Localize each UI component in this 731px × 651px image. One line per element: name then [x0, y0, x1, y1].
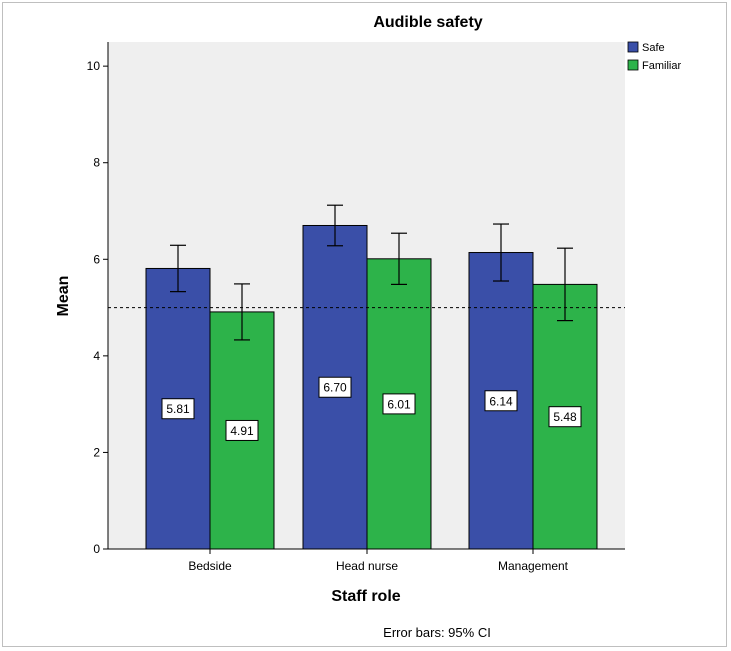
- data-label-box: [318, 376, 352, 398]
- data-label-box: [225, 419, 259, 441]
- data-label-box: [548, 406, 582, 428]
- chart-title: Audible safety: [373, 14, 482, 31]
- data-label: 6.70: [323, 381, 347, 395]
- data-label: 5.48: [553, 410, 577, 424]
- x-axis-label: Staff role: [331, 588, 400, 605]
- data-label-box: [382, 393, 416, 415]
- y-tick-label: 4: [93, 349, 100, 363]
- y-axis-label: Mean: [55, 276, 72, 317]
- legend: Safe Familiar: [627, 41, 681, 72]
- x-tick-label: Head nurse: [336, 559, 398, 573]
- y-tick-label: 6: [93, 252, 100, 266]
- legend-swatch-familiar: [627, 59, 639, 71]
- data-label: 5.81: [166, 402, 190, 416]
- x-tick-label: Management: [498, 559, 569, 573]
- data-label-box: [161, 398, 195, 420]
- footnote: Error bars: 95% CI: [383, 625, 491, 640]
- y-tick-label: 2: [93, 445, 100, 459]
- x-tick-label: Bedside: [188, 559, 232, 573]
- chart-marks: 0 2 4 6 8 10 Bedside Head nurse Management 5.81 6.…: [87, 42, 625, 573]
- data-label-box: [484, 390, 518, 412]
- legend-swatch-safe: [627, 41, 639, 53]
- data-label: 4.91: [230, 424, 254, 438]
- legend-label-safe: Safe: [642, 42, 665, 54]
- legend-label-familiar: Familiar: [642, 60, 681, 72]
- y-tick-label: 8: [93, 156, 100, 170]
- y-tick-label: 10: [87, 59, 101, 73]
- y-tick-label: 0: [93, 542, 100, 556]
- data-label: 6.01: [387, 397, 411, 411]
- data-label: 6.14: [489, 394, 513, 408]
